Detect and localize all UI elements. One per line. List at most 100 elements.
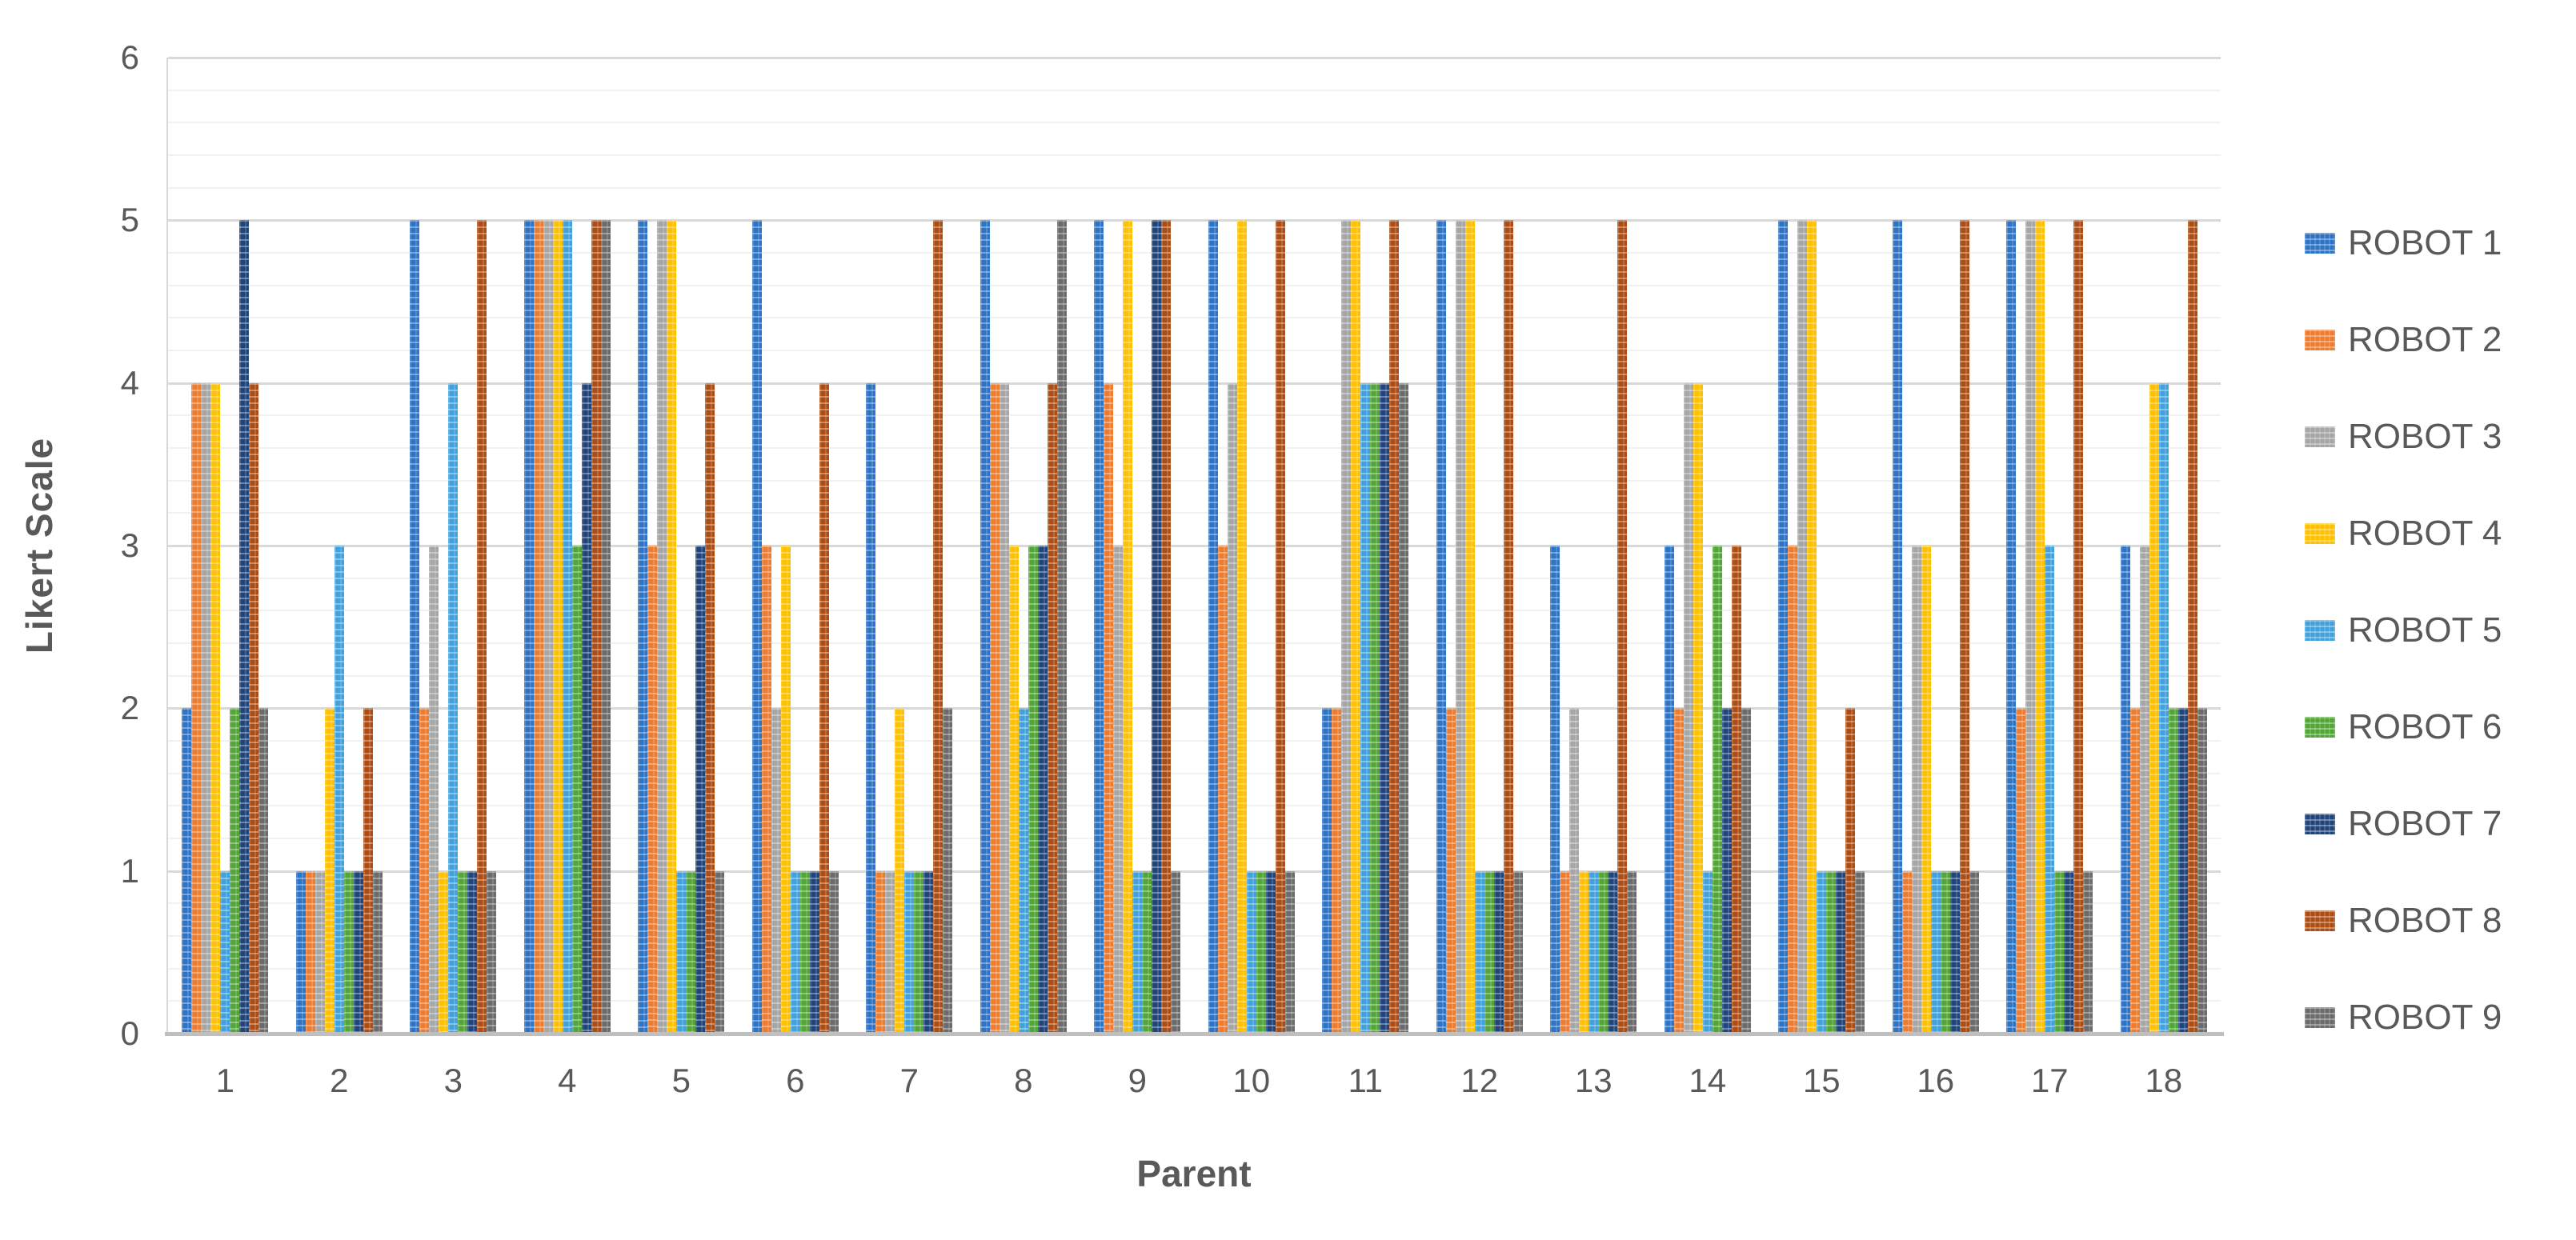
- bar-p11-r3: [1341, 220, 1352, 1034]
- bar-p6-r9: [828, 870, 839, 1034]
- bar-p15-r9: [1855, 870, 1865, 1034]
- x-tick-label: 13: [1574, 1062, 1613, 1099]
- bar-p2-r7: [353, 870, 363, 1034]
- bar-p4-r5: [562, 220, 572, 1034]
- major-gridline: [168, 219, 2221, 222]
- bar-p14-r6: [1712, 546, 1722, 1034]
- bar-p10-r2: [1217, 546, 1228, 1034]
- bar-group-parent-1: [168, 58, 282, 1034]
- y-tick-label: 5: [120, 201, 139, 239]
- bar-p16-r6: [1940, 870, 1950, 1034]
- bar-p5-r4: [667, 220, 677, 1034]
- y-tick-label: 3: [120, 526, 139, 564]
- legend-label: ROBOT 1: [2348, 222, 2502, 262]
- bar-p4-r6: [571, 546, 582, 1034]
- bar-p17-r1: [2006, 220, 2017, 1034]
- bar-p3-r5: [448, 382, 459, 1034]
- bar-p11-r4: [1351, 220, 1361, 1034]
- bar-p10-r4: [1236, 220, 1247, 1034]
- bar-p13-r5: [1588, 870, 1599, 1034]
- bar-p5-r5: [676, 870, 687, 1034]
- legend-marker-icon: [2305, 813, 2335, 834]
- x-tick-label: 10: [1232, 1062, 1271, 1099]
- bar-p5-r1: [638, 220, 648, 1034]
- legend-item-robot-5: ROBOT 5: [2305, 582, 2569, 678]
- bar-p4-r4: [552, 220, 563, 1034]
- bar-p16-r2: [1901, 870, 1912, 1034]
- bar-p14-r8: [1731, 546, 1741, 1034]
- bar-p11-r7: [1380, 382, 1390, 1034]
- bar-p16-r5: [1930, 870, 1941, 1034]
- legend-item-robot-1: ROBOT 1: [2305, 194, 2569, 291]
- bar-p6-r8: [819, 382, 829, 1034]
- minor-gridline: [168, 122, 2221, 124]
- bar-p12-r9: [1512, 870, 1523, 1034]
- bar-p16-r4: [1921, 546, 1931, 1034]
- bar-p6-r1: [751, 220, 762, 1034]
- bar-p2-r1: [295, 870, 306, 1034]
- bar-p4-r9: [600, 220, 611, 1034]
- bar-p11-r2: [1332, 708, 1342, 1034]
- minor-gridline: [168, 740, 2221, 742]
- major-gridline: [168, 57, 2221, 59]
- bar-group-parent-10: [1195, 58, 1309, 1034]
- bar-p8-r1: [980, 220, 990, 1034]
- bar-p10-r8: [1275, 220, 1285, 1034]
- bar-p14-r5: [1702, 870, 1713, 1034]
- x-tick-label: 11: [1348, 1062, 1384, 1099]
- bar-p12-r8: [1503, 220, 1513, 1034]
- x-axis-title: Parent: [1136, 1153, 1252, 1194]
- legend-label: ROBOT 3: [2348, 416, 2502, 456]
- legend-marker-icon: [2305, 716, 2335, 738]
- y-tick-label: 1: [120, 851, 139, 890]
- legend-item-robot-6: ROBOT 6: [2305, 678, 2569, 775]
- minor-gridline: [168, 1000, 2221, 1002]
- bar-p3-r9: [487, 870, 497, 1034]
- minor-gridline: [168, 252, 2221, 254]
- major-gridline: [168, 382, 2221, 385]
- bar-group-parent-16: [1879, 58, 1993, 1034]
- bar-p6-r7: [809, 870, 819, 1034]
- x-tick-label: 12: [1460, 1062, 1499, 1099]
- y-tick-label: 0: [120, 1014, 139, 1052]
- bar-p17-r7: [2064, 870, 2074, 1034]
- bar-p17-r6: [2054, 870, 2065, 1034]
- bar-p15-r6: [1826, 870, 1837, 1034]
- bar-p1-r4: [210, 382, 221, 1034]
- bar-p15-r3: [1797, 220, 1808, 1034]
- bar-p16-r9: [1969, 870, 1979, 1034]
- bar-p7-r1: [866, 382, 876, 1034]
- bar-p5-r7: [695, 546, 706, 1034]
- legend-marker-icon: [2305, 910, 2335, 931]
- bar-group-parent-12: [1423, 58, 1537, 1034]
- bar-p8-r5: [1018, 708, 1028, 1034]
- x-tick-label: 17: [2030, 1062, 2069, 1099]
- legend-label: ROBOT 8: [2348, 900, 2502, 940]
- legend-marker-icon: [2305, 1006, 2335, 1028]
- bar-group-parent-15: [1765, 58, 1879, 1034]
- bar-p7-r6: [914, 870, 924, 1034]
- legend-label: ROBOT 6: [2348, 706, 2502, 746]
- bar-group-parent-9: [1080, 58, 1195, 1034]
- bar-p13-r9: [1627, 870, 1637, 1034]
- minor-gridline: [168, 902, 2221, 905]
- bar-p13-r4: [1579, 870, 1589, 1034]
- bar-p18-r8: [2187, 220, 2197, 1034]
- minor-gridline: [168, 414, 2221, 417]
- bar-p10-r7: [1265, 870, 1276, 1034]
- bar-p3-r2: [419, 708, 430, 1034]
- major-gridline: [168, 707, 2221, 710]
- bar-p2-r3: [314, 870, 325, 1034]
- bar-p15-r2: [1788, 546, 1798, 1034]
- bar-p9-r5: [1132, 870, 1143, 1034]
- bar-p18-r7: [2177, 708, 2188, 1034]
- bar-p1-r7: [239, 220, 250, 1034]
- minor-gridline: [168, 674, 2221, 677]
- bar-p12-r6: [1484, 870, 1494, 1034]
- y-tick-label: 2: [120, 689, 139, 727]
- bar-p17-r2: [2016, 708, 2026, 1034]
- bar-p7-r8: [933, 220, 943, 1034]
- bar-p9-r7: [1152, 220, 1162, 1034]
- bar-p14-r4: [1693, 382, 1703, 1034]
